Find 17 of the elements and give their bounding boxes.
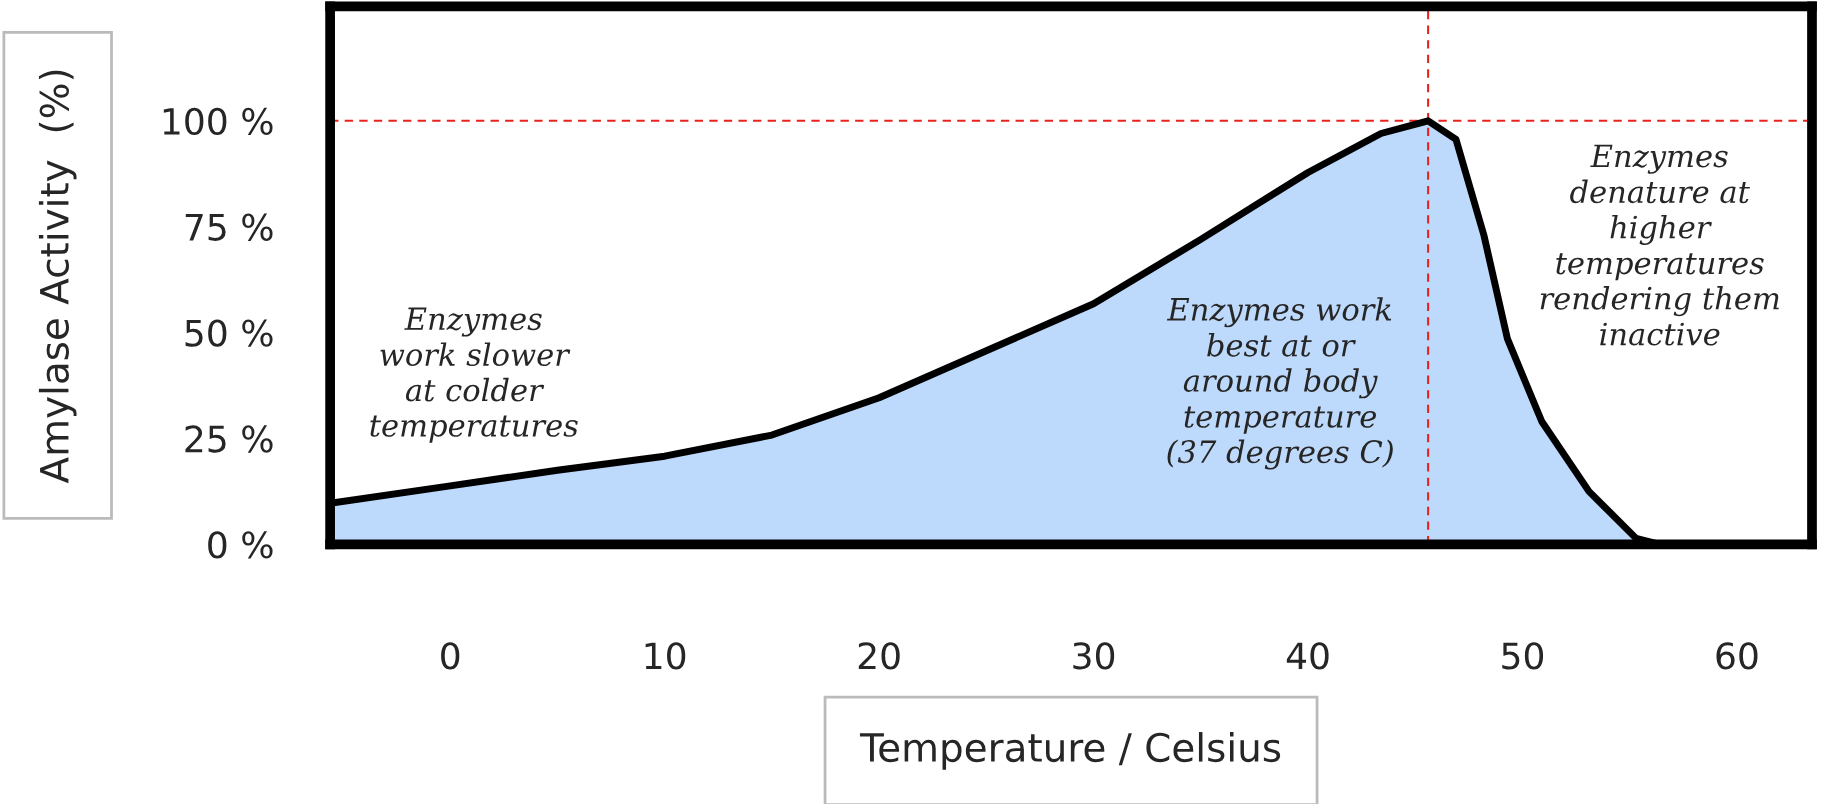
x-tick-label: 60	[1716, 642, 1758, 670]
y-tick-label: 0 %	[208, 531, 273, 559]
x-tick-label: 30	[1073, 642, 1115, 670]
y-tick-label: 75 %	[185, 213, 273, 241]
x-tick-label: 0	[441, 642, 460, 670]
x-tick-label: 20	[858, 642, 900, 670]
y-tick-label: 25 %	[185, 425, 273, 453]
y-tick-label: 100 %	[163, 107, 273, 136]
x-axis-title: Temperature / Celsius	[859, 732, 1281, 770]
y-axis-title: Amylase Activity (%)	[38, 70, 77, 484]
x-tick-label: 40	[1286, 642, 1329, 670]
annotation: Enzymes work slower at colder temperatures	[370, 307, 578, 443]
x-tick-label: 50	[1502, 642, 1544, 670]
annotation: Enzymes work best at or around body temperature (37 degrees C)	[1166, 297, 1393, 470]
x-tick-label: 10	[645, 642, 686, 670]
y-tick-label: 50 %	[185, 319, 273, 347]
annotation: Enzymes denature at higher temperatures rendering them inactive	[1540, 144, 1779, 346]
